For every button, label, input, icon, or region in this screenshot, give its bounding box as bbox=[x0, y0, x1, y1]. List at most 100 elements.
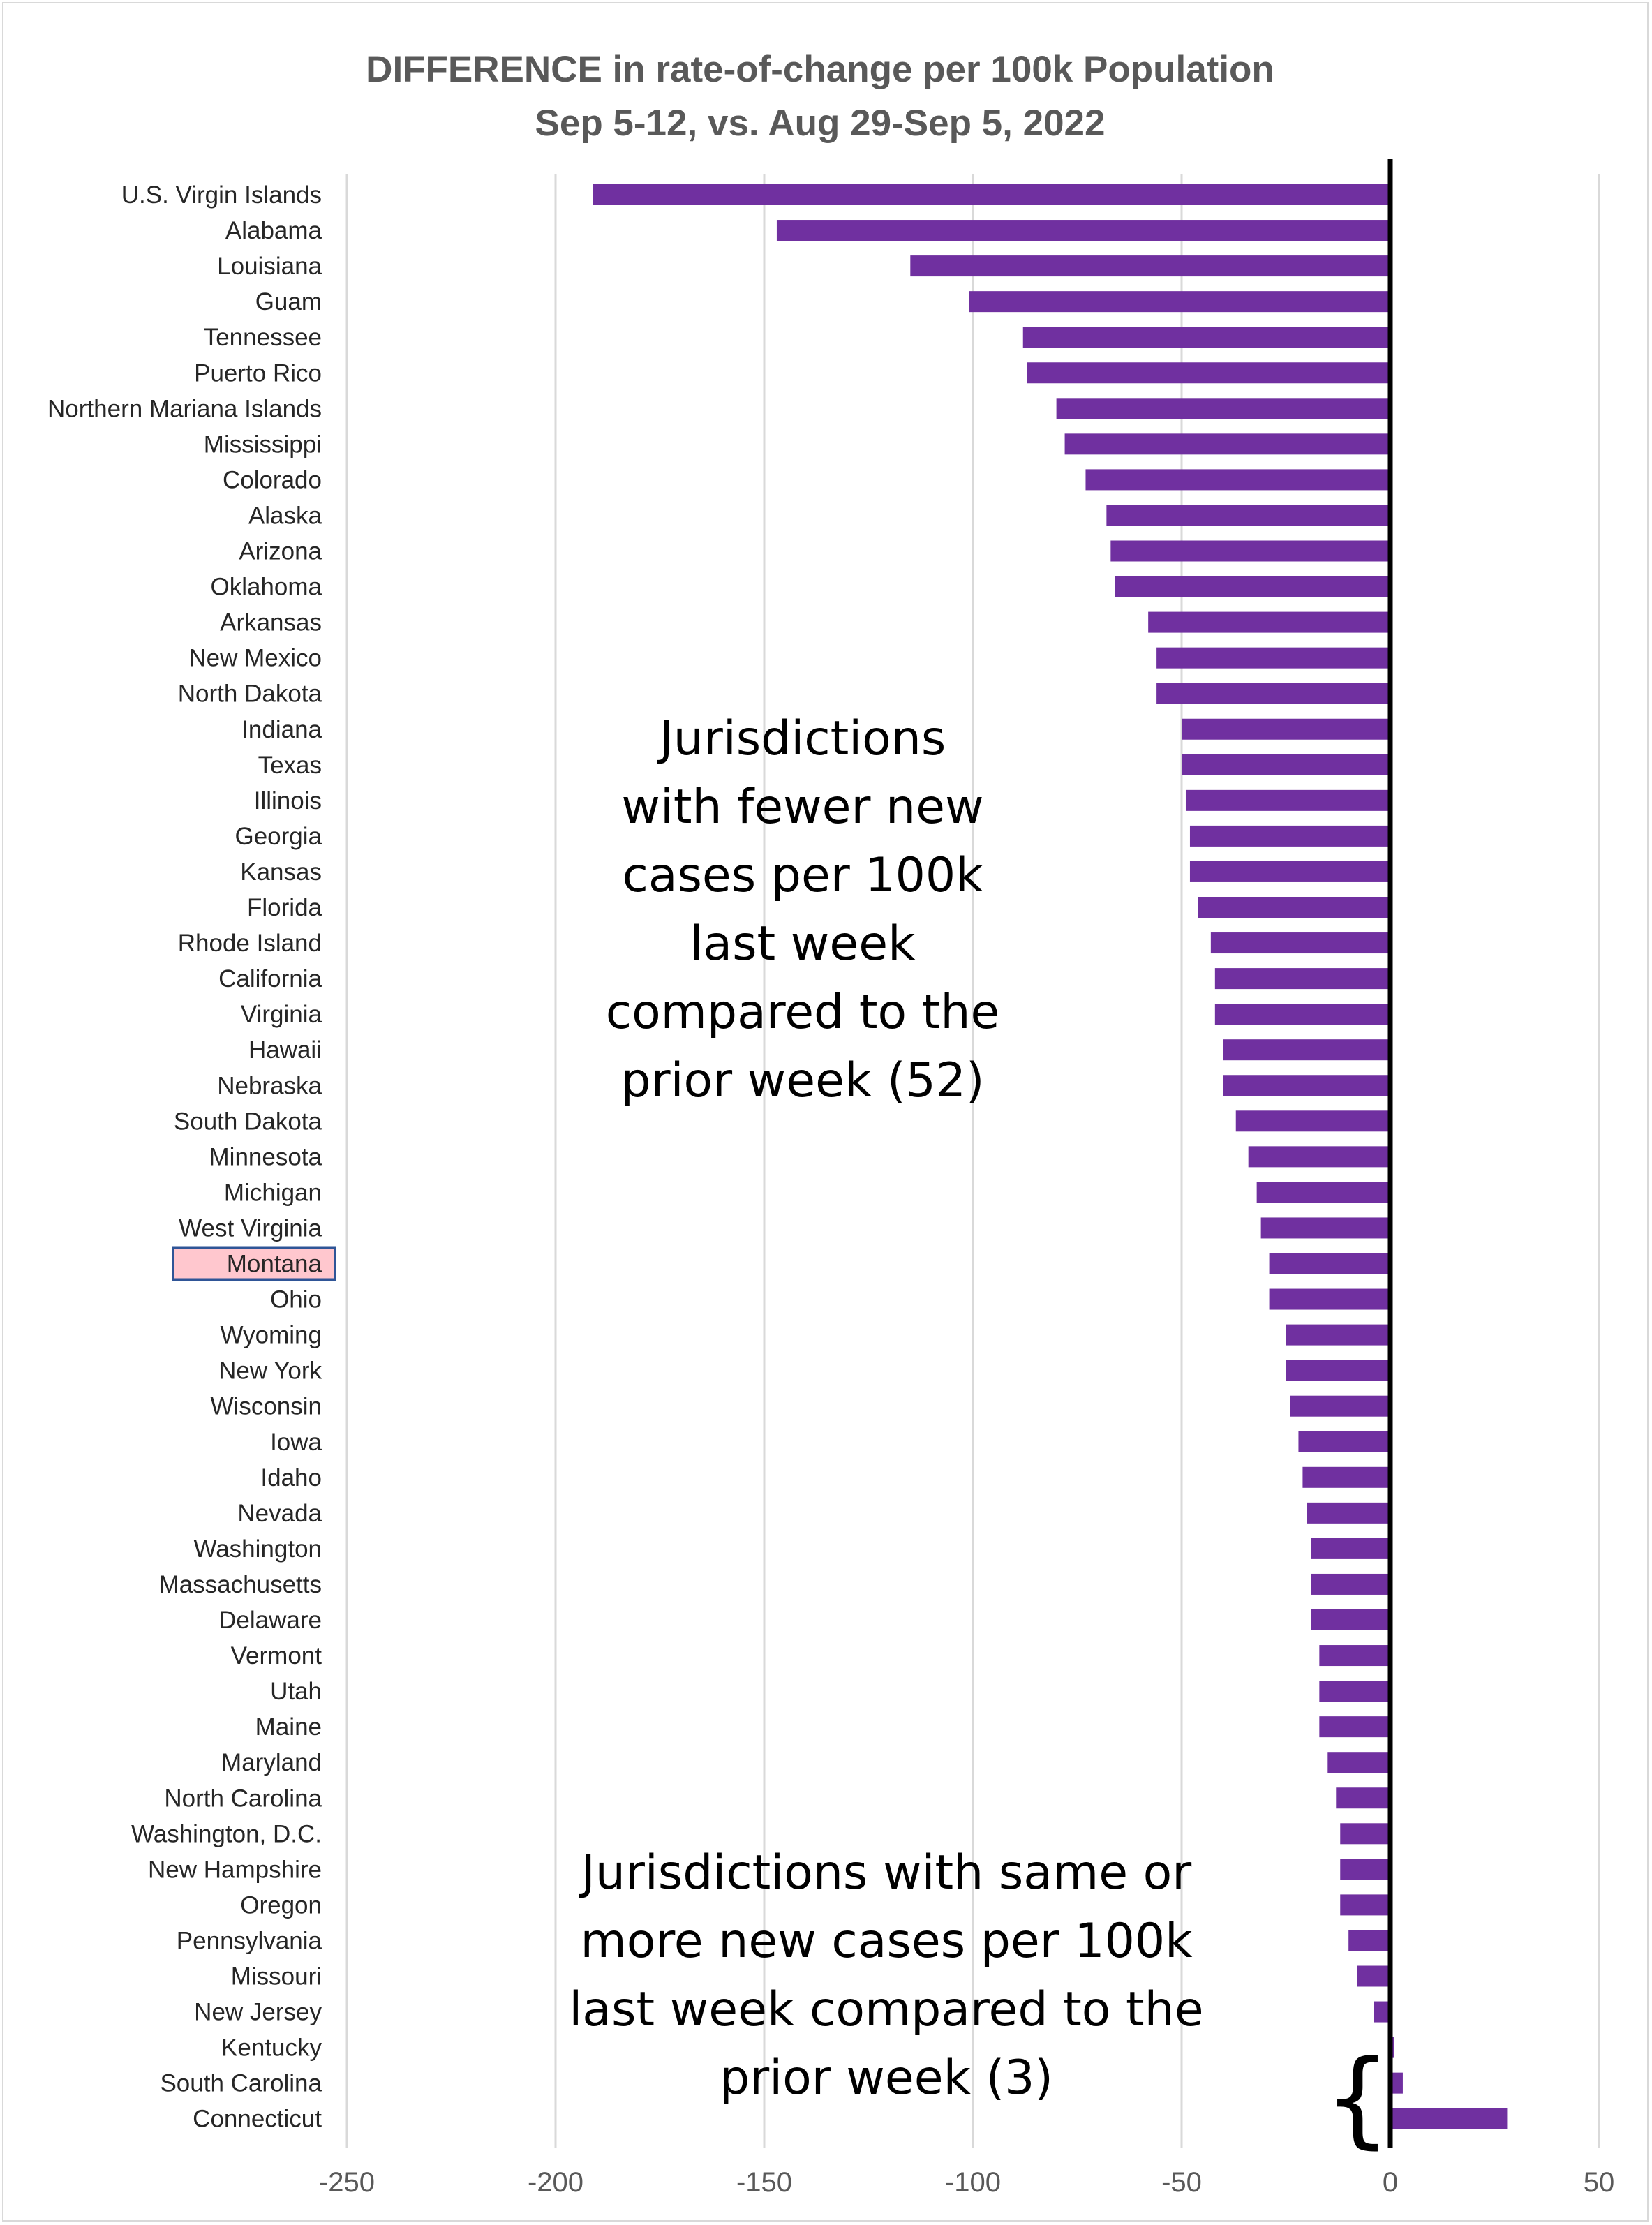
bar-connecticut bbox=[1390, 2108, 1508, 2129]
x-tick-label: -100 bbox=[945, 2167, 1001, 2198]
category-label: Delaware bbox=[218, 1607, 322, 1634]
category-label: Colorado bbox=[223, 466, 322, 493]
category-label: Wisconsin bbox=[211, 1393, 322, 1420]
category-label: Minnesota bbox=[209, 1143, 322, 1170]
category-label: New York bbox=[218, 1357, 322, 1385]
category-label: Mississippi bbox=[204, 431, 322, 458]
category-label: Texas bbox=[258, 752, 322, 779]
category-label: Wyoming bbox=[220, 1322, 322, 1349]
brace-annotation: { bbox=[1324, 2038, 1390, 2159]
category-label: Indiana bbox=[241, 716, 322, 743]
x-tick-label: -150 bbox=[736, 2167, 792, 2198]
bar-michigan bbox=[1256, 1182, 1390, 1203]
bar-utah bbox=[1319, 1681, 1390, 1702]
category-label: West Virginia bbox=[179, 1214, 322, 1242]
x-tick-labels: -250 -200 -150 -100 -50 0 50 bbox=[319, 2167, 1614, 2198]
category-label: Pennsylvania bbox=[177, 1927, 322, 1954]
category-label: Hawaii bbox=[248, 1036, 322, 1064]
bar-virginia bbox=[1214, 1004, 1390, 1025]
category-label: Idaho bbox=[260, 1464, 322, 1491]
category-label: Northern Mariana Islands bbox=[47, 395, 322, 422]
bar-north-carolina bbox=[1336, 1787, 1390, 1809]
bar-maryland bbox=[1327, 1752, 1390, 1773]
bar-northern-mariana-islands bbox=[1056, 398, 1390, 419]
category-label: New Mexico bbox=[188, 645, 322, 672]
x-tick-label: -50 bbox=[1161, 2167, 1202, 2198]
bar-oregon bbox=[1340, 1894, 1390, 1916]
category-label: Florida bbox=[247, 894, 322, 921]
bar-louisiana bbox=[910, 255, 1390, 277]
bar-rhode-island bbox=[1210, 932, 1390, 954]
bar-missouri bbox=[1357, 1965, 1390, 1987]
bar-west-virginia bbox=[1260, 1217, 1390, 1239]
category-label: Washington, D.C. bbox=[131, 1820, 322, 1847]
category-label: Georgia bbox=[235, 823, 322, 850]
category-label: North Carolina bbox=[164, 1785, 322, 1812]
bar-new-hampshire bbox=[1340, 1859, 1390, 1880]
gridlines bbox=[345, 174, 1600, 2148]
highlight-box bbox=[172, 1246, 336, 1281]
bar-alaska bbox=[1106, 505, 1390, 526]
category-label: Ohio bbox=[270, 1286, 322, 1314]
bar-alabama bbox=[776, 220, 1390, 241]
bar-hawaii bbox=[1223, 1039, 1390, 1061]
x-tick-label: -250 bbox=[319, 2167, 375, 2198]
bar-south-dakota bbox=[1235, 1110, 1390, 1132]
bar-minnesota bbox=[1248, 1146, 1390, 1168]
category-label: Missouri bbox=[231, 1963, 322, 1990]
bar-wisconsin bbox=[1290, 1395, 1390, 1417]
category-label: Tennessee bbox=[204, 324, 322, 351]
bar-idaho bbox=[1302, 1466, 1390, 1488]
category-label: Oklahoma bbox=[210, 574, 322, 601]
bar-delaware bbox=[1311, 1609, 1390, 1630]
bar-mississippi bbox=[1064, 433, 1390, 455]
category-label: Kentucky bbox=[221, 2034, 322, 2062]
category-label: Maryland bbox=[221, 1749, 322, 1776]
x-tick-label: -200 bbox=[528, 2167, 583, 2198]
category-label: Illinois bbox=[254, 787, 322, 814]
category-label: Michigan bbox=[224, 1179, 322, 1206]
category-label: U.S. Virgin Islands bbox=[121, 181, 322, 209]
bar-kansas bbox=[1189, 861, 1390, 882]
bar-oklahoma bbox=[1115, 576, 1390, 597]
bar-pennsylvania bbox=[1348, 1930, 1390, 1951]
bar-north-dakota bbox=[1156, 683, 1390, 704]
category-label: Nevada bbox=[237, 1500, 322, 1527]
category-label: Arkansas bbox=[220, 609, 322, 637]
category-label: Guam bbox=[255, 288, 322, 315]
bar-texas bbox=[1182, 754, 1390, 775]
category-label: Alaska bbox=[248, 502, 322, 529]
category-label: Washington bbox=[193, 1535, 322, 1563]
category-label: Rhode Island bbox=[178, 930, 322, 957]
category-label: California bbox=[218, 965, 322, 992]
bar-guam bbox=[969, 291, 1390, 313]
bar-arizona bbox=[1110, 540, 1390, 562]
category-label: Kansas bbox=[240, 858, 322, 886]
category-labels: U.S. Virgin Islands Alabama Louisiana Guam T… bbox=[47, 181, 336, 2133]
bar-vermont bbox=[1319, 1645, 1390, 1667]
x-tick-label: 0 bbox=[1383, 2167, 1398, 2198]
category-label: Louisiana bbox=[217, 253, 322, 280]
category-label: Maine bbox=[255, 1713, 322, 1741]
annotation-fewer-cases: Jurisdictions with fewer new cases per 1… bbox=[605, 711, 1000, 1108]
category-label: New Hampshire bbox=[148, 1856, 322, 1883]
bar-tennessee bbox=[1022, 327, 1390, 348]
bar-nevada bbox=[1307, 1502, 1390, 1524]
bar-iowa bbox=[1298, 1431, 1390, 1452]
category-label: South Dakota bbox=[174, 1108, 322, 1135]
bar-new-mexico bbox=[1156, 647, 1390, 669]
x-tick-label: 50 bbox=[1584, 2167, 1615, 2198]
bar-colorado bbox=[1085, 469, 1390, 491]
bar-maine bbox=[1319, 1716, 1390, 1738]
bar-u-s-virgin-islands bbox=[593, 184, 1390, 205]
category-label: Massachusetts bbox=[159, 1571, 322, 1598]
bar-puerto-rico bbox=[1027, 362, 1390, 384]
chart-title: DIFFERENCE in rate-of-change per 100k Po… bbox=[366, 49, 1274, 90]
category-label: Alabama bbox=[225, 217, 322, 244]
bar-florida bbox=[1198, 897, 1390, 918]
category-label: Iowa bbox=[270, 1429, 322, 1456]
category-label: Virginia bbox=[241, 1001, 322, 1028]
bar-wyoming bbox=[1286, 1324, 1390, 1346]
bar-nebraska bbox=[1223, 1075, 1390, 1096]
bar-new-york bbox=[1286, 1360, 1390, 1381]
